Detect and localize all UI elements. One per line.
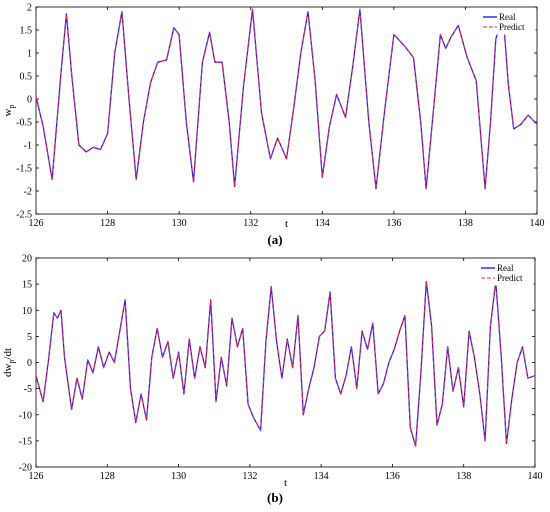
y-axis-label: wp: [2, 105, 16, 117]
legend-label-predict: Predict: [497, 273, 523, 283]
x-tick-label: 128: [100, 471, 115, 482]
x-tick-label: 138: [456, 471, 471, 482]
y-axis-label-tail: /dt: [2, 348, 14, 360]
panel-b: 126 128 130 132 134 136 138 140 -20 -15 -10 -5 0 5 10 1…: [2, 254, 543, 506]
y-tick-label: -1.5: [16, 164, 32, 175]
y-tick-label: -15: [19, 436, 32, 447]
panel-caption: (b): [267, 490, 283, 505]
x-tick-label: 130: [172, 218, 187, 229]
y-axis-label-subscript: p: [7, 105, 16, 109]
legend-box: [480, 9, 536, 35]
panel-caption: (a): [267, 232, 282, 247]
y-tick-label: 0: [27, 95, 32, 106]
y-tick-label: -10: [19, 410, 32, 421]
panel-a: 126 128 130 132 134 136 138 140 -2.5 -2 -1.5 -1 -0.5…: [2, 3, 545, 248]
y-tick-label: 20: [22, 254, 32, 265]
y-tick-label: 0.5: [20, 72, 33, 83]
x-tick-label: 132: [243, 218, 258, 229]
x-tick-label: 132: [242, 471, 257, 482]
series-real-line: [36, 8, 537, 190]
x-tick-label: 136: [386, 218, 401, 229]
legend-label-real: Real: [499, 12, 516, 22]
y-tick-label: 0: [27, 358, 32, 369]
y-axis-label-main: dw: [2, 364, 14, 378]
legend-label-real: Real: [497, 263, 514, 273]
x-tick-label: 140: [528, 471, 543, 482]
series-predict-line: [36, 8, 537, 190]
y-tick-label: 2: [27, 3, 32, 14]
x-axis-label: t: [285, 218, 288, 230]
x-tick-label: 126: [29, 471, 44, 482]
plot-frame: [35, 257, 536, 468]
x-tick-label: 126: [29, 218, 44, 229]
series-real-line: [36, 280, 535, 447]
legend-box: [478, 260, 534, 286]
y-tick-label: -20: [19, 463, 32, 474]
y-tick-label: -0.5: [16, 118, 32, 129]
y-tick-label: -2.5: [16, 210, 32, 221]
y-tick-label: -5: [24, 384, 32, 395]
x-tick-label: 134: [315, 218, 330, 229]
x-tick-label: 136: [385, 471, 400, 482]
legend-label-predict: Predict: [499, 22, 525, 32]
x-tick-label: 140: [530, 218, 545, 229]
x-tick-label: 130: [171, 471, 186, 482]
series-predict-line: [36, 281, 535, 447]
x-tick-label: 138: [458, 218, 473, 229]
y-tick-label: 1: [27, 49, 32, 60]
plot-frame: [35, 6, 538, 215]
y-tick-label: 15: [22, 280, 32, 291]
x-axis-label: t: [284, 477, 287, 489]
y-axis-label-subscript: p: [7, 360, 16, 364]
x-tick-label: 128: [100, 218, 115, 229]
y-axis-label-main: w: [2, 108, 14, 116]
y-tick-label: 5: [27, 332, 32, 343]
y-tick-label: -2: [24, 187, 32, 198]
x-tick-label: 134: [314, 471, 329, 482]
y-axis-label: dwp/dt: [2, 348, 16, 377]
y-tick-label: 10: [22, 306, 32, 317]
y-tick-label: 1.5: [20, 26, 33, 37]
y-tick-label: -1: [24, 141, 32, 152]
